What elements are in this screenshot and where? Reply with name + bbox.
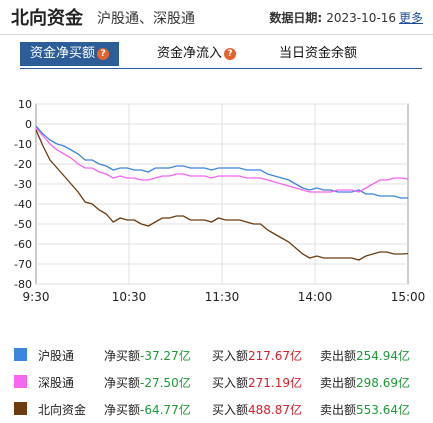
sell-amount: 卖出额298.69亿 (320, 376, 411, 390)
date-info: 数据日期: 2023-10-16 更多 (269, 9, 423, 26)
buy-amount: 买入额271.19亿 (212, 376, 303, 390)
y-tick-label: -80 (14, 278, 32, 291)
x-tick-label: 9:30 (23, 290, 50, 304)
x-tick-label: 10:30 (112, 290, 147, 304)
net-buy: 净买额-27.50亿 (104, 376, 191, 390)
y-tick-label: -40 (14, 198, 32, 211)
legend-name: 沪股通 (38, 349, 75, 363)
legend-name: 北向资金 (38, 403, 87, 417)
page-subtitle: 沪股通、深股通 (97, 11, 195, 27)
series-line-1 (35, 127, 409, 193)
y-tick-label: -30 (14, 178, 32, 191)
tab-net-buy-label: 资金净买额 (30, 46, 96, 61)
help-icon[interactable]: ? (97, 48, 110, 60)
y-tick-label: -70 (14, 258, 32, 271)
tab-net-buy[interactable]: 资金净买额? (20, 42, 120, 66)
tab-daily-balance-label: 当日资金余额 (279, 46, 358, 61)
legend-name: 深股通 (38, 376, 75, 390)
page-header: 北向资金 沪股通、深股通 数据日期: 2023-10-16 更多 (0, 0, 433, 36)
date-label: 数据日期: (269, 11, 323, 25)
date-value: 2023-10-16 (326, 11, 396, 25)
y-tick-label: -20 (14, 158, 32, 171)
x-tick-label: 11:30 (205, 290, 240, 304)
header-divider (0, 34, 433, 35)
chart-grid (35, 103, 409, 285)
x-axis-ticks: 9:30 10:30 11:30 14:00 15:00 (23, 290, 426, 304)
x-tick-label: 14:00 (298, 290, 333, 304)
more-link[interactable]: 更多 (398, 11, 423, 25)
chart-series (35, 125, 409, 261)
page-title: 北向资金 (11, 8, 83, 29)
tab-net-inflow-label: 资金净流入 (157, 46, 223, 61)
y-tick-label: 10 (18, 98, 32, 111)
net-buy: 净买额-37.27亿 (104, 349, 191, 363)
buy-amount: 买入额488.87亿 (212, 403, 303, 417)
y-axis-ticks: 10 0 -10 -20 -30 -40 -50 -60 -70 -80 (14, 98, 32, 291)
y-tick-label: -50 (14, 218, 32, 231)
legend-row-hgt: 沪股通 净买额-37.27亿 买入额217.67亿 卖出额254.94亿 (0, 344, 433, 366)
tab-underline (20, 68, 422, 69)
sell-amount: 卖出额254.94亿 (320, 349, 411, 363)
tab-bar: 资金净买额? 资金净流入? 当日资金余额 (0, 42, 433, 68)
legend-swatch (14, 375, 27, 388)
legend-row-northbound: 北向资金 净买额-64.77亿 买入额488.87亿 卖出额553.64亿 (0, 398, 433, 420)
y-tick-label: -60 (14, 238, 32, 251)
legend-row-sgt: 深股通 净买额-27.50亿 买入额271.19亿 卖出额298.69亿 (0, 371, 433, 393)
y-tick-label: -10 (14, 138, 32, 151)
legend-swatch (14, 348, 27, 361)
x-tick-label: 15:00 (391, 290, 426, 304)
series-line-2 (35, 129, 409, 261)
net-buy: 净买额-64.77亿 (104, 403, 191, 417)
tab-daily-balance[interactable]: 当日资金余额 (279, 42, 357, 66)
help-icon[interactable]: ? (224, 48, 237, 60)
north-bound-chart: 10 0 -10 -20 -30 -40 -50 -60 -70 -80 9:30 10:30 11:… (14, 98, 426, 304)
tab-net-inflow[interactable]: 资金净流入? (157, 42, 237, 66)
series-line-0 (35, 125, 408, 199)
y-tick-label: 0 (25, 118, 32, 131)
sell-amount: 卖出额553.64亿 (320, 403, 411, 417)
legend-swatch (14, 402, 27, 415)
buy-amount: 买入额217.67亿 (212, 349, 303, 363)
